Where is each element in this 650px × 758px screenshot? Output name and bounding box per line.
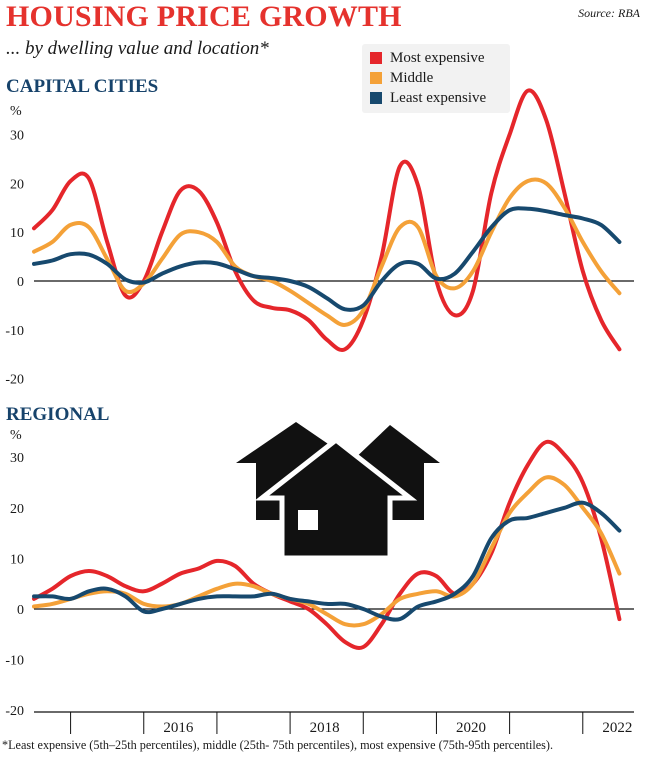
x-tick-label: 2018: [310, 720, 340, 736]
y-tick-label: -20: [5, 373, 24, 388]
legend-item-middle: Middle: [370, 69, 433, 87]
y-tick-label: 10: [10, 552, 24, 567]
legend-item-least-expensive: Least expensive: [370, 89, 486, 107]
y-tick-label: 0: [17, 275, 24, 290]
legend: Most expensive Middle Least expensive: [362, 44, 510, 113]
chart-panel-capital: -20 -10 0 10 20 30: [5, 88, 634, 388]
y-tick-label: -20: [5, 704, 24, 719]
capital-unit-label: %: [10, 104, 22, 119]
panel-title-capital: CAPITAL CITIES: [6, 76, 159, 97]
legend-label: Most expensive: [390, 49, 485, 66]
series-line-least-expensive-capital: [32, 206, 622, 312]
y-tick-label: -10: [5, 654, 24, 669]
series-line-most-expensive-capital: [32, 88, 622, 353]
x-tick-label: 2020: [456, 720, 486, 736]
y-tick-label: 20: [10, 502, 24, 517]
y-tick-label: 20: [10, 177, 24, 192]
chart-subtitle: ... by dwelling value and location*: [6, 38, 269, 59]
chart-panel-regional: -20 -10 0 10 20 30: [5, 439, 634, 719]
x-tick-label: 2016: [163, 720, 194, 736]
series-line-most-expensive-regional: [32, 439, 622, 650]
series-line-middle-regional: [32, 475, 622, 628]
legend-swatch-most-expensive: [370, 52, 382, 64]
y-tick-label: 0: [17, 603, 24, 618]
y-tick-label: -10: [5, 324, 24, 339]
x-tick-label: 2022: [602, 720, 632, 736]
regional-unit-label: %: [10, 428, 22, 443]
legend-item-most-expensive: Most expensive: [370, 49, 485, 67]
legend-swatch-least-expensive: [370, 92, 382, 104]
x-axis: 2016 2018 2020 2022: [34, 711, 634, 736]
panel-title-regional: REGIONAL: [6, 404, 110, 425]
source-note: Source: RBA: [578, 6, 640, 20]
y-tick-label: 10: [10, 226, 24, 241]
series-line-middle-capital: [32, 177, 622, 327]
footnote: *Least expensive (5th–25th percentiles),…: [2, 738, 553, 752]
chart-title: HOUSING PRICE GROWTH: [6, 0, 402, 33]
y-tick-label: 30: [10, 451, 24, 466]
series-line-least-expensive-regional: [32, 500, 622, 622]
legend-label: Middle: [390, 69, 434, 86]
y-tick-label: 30: [10, 129, 24, 144]
legend-swatch-middle: [370, 72, 382, 84]
houses-icon: [236, 422, 440, 561]
legend-label: Least expensive: [390, 89, 487, 106]
